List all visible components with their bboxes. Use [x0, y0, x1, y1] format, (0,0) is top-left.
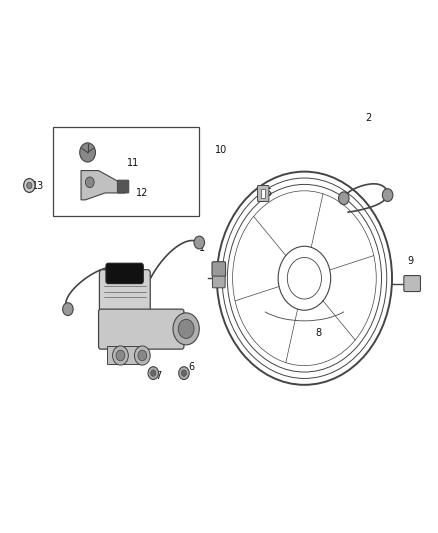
Circle shape: [85, 177, 94, 188]
Bar: [261, 189, 265, 198]
Text: 8: 8: [315, 328, 321, 338]
Circle shape: [194, 236, 205, 249]
Text: 6: 6: [188, 362, 194, 372]
Text: 1: 1: [199, 243, 205, 253]
FancyBboxPatch shape: [212, 276, 225, 288]
Circle shape: [173, 313, 199, 345]
Circle shape: [116, 350, 125, 361]
Text: 4: 4: [217, 279, 223, 288]
Circle shape: [382, 189, 393, 201]
FancyBboxPatch shape: [258, 185, 269, 201]
Circle shape: [178, 319, 194, 338]
Circle shape: [151, 370, 156, 376]
Text: 12: 12: [136, 188, 148, 198]
FancyBboxPatch shape: [99, 270, 150, 316]
Circle shape: [138, 350, 147, 361]
Circle shape: [24, 179, 35, 192]
Text: 11: 11: [127, 158, 139, 167]
Circle shape: [63, 303, 73, 316]
Text: 5: 5: [265, 188, 271, 198]
Circle shape: [181, 370, 187, 376]
Circle shape: [148, 367, 159, 379]
Text: 14: 14: [142, 311, 155, 320]
Text: 3: 3: [217, 267, 223, 277]
Text: 13: 13: [32, 181, 44, 191]
FancyBboxPatch shape: [117, 180, 129, 193]
Text: 10: 10: [215, 146, 227, 155]
Circle shape: [179, 367, 189, 379]
Circle shape: [134, 346, 150, 365]
Bar: [53, 127, 199, 216]
Polygon shape: [107, 346, 142, 364]
Circle shape: [27, 182, 32, 189]
FancyBboxPatch shape: [212, 262, 226, 277]
FancyBboxPatch shape: [106, 263, 143, 284]
Polygon shape: [81, 171, 125, 200]
Circle shape: [339, 192, 349, 205]
Text: 2: 2: [366, 114, 372, 123]
FancyBboxPatch shape: [99, 309, 184, 349]
Text: 7: 7: [155, 371, 162, 381]
Circle shape: [113, 346, 128, 365]
Circle shape: [80, 143, 95, 162]
FancyBboxPatch shape: [404, 276, 420, 292]
Text: 9: 9: [407, 256, 413, 266]
